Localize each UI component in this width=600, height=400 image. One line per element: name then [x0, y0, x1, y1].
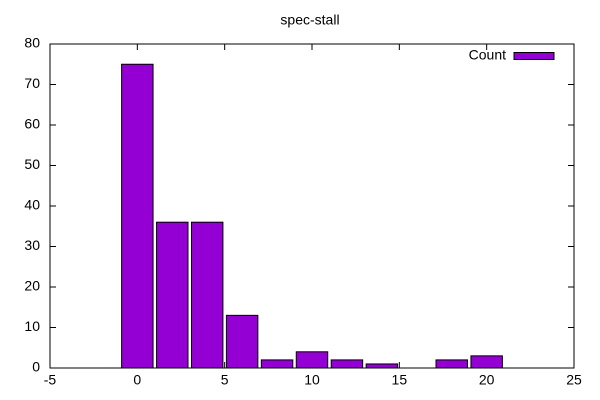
chart-title: spec-stall — [280, 12, 339, 28]
bar — [121, 63, 154, 369]
bar — [330, 359, 364, 369]
legend-label: Count — [469, 47, 506, 63]
bar — [190, 221, 224, 369]
x-tick-label: 0 — [133, 372, 141, 388]
x-tick-label: 20 — [479, 372, 495, 388]
y-tick-label: 10 — [24, 318, 40, 334]
x-tick-label: 10 — [304, 372, 320, 388]
bar — [225, 314, 259, 369]
y-tick-label: 70 — [24, 75, 40, 91]
bar — [156, 221, 189, 369]
bar — [365, 363, 399, 369]
x-tick-label: -5 — [44, 372, 57, 388]
x-tick-label: 5 — [221, 372, 229, 388]
y-tick-label: 60 — [24, 116, 40, 132]
y-tick-label: 30 — [24, 237, 40, 253]
y-tick-label: 50 — [24, 156, 40, 172]
y-tick-label: 80 — [24, 35, 40, 51]
y-tick-label: 40 — [24, 197, 40, 213]
bar — [435, 359, 468, 369]
x-tick-label: 25 — [566, 372, 582, 388]
bar — [260, 359, 294, 369]
x-tick-label: 15 — [392, 372, 408, 388]
bar — [470, 355, 503, 369]
y-tick-label: 20 — [24, 278, 40, 294]
y-tick-label: 0 — [32, 359, 40, 375]
bar — [295, 351, 329, 369]
legend-swatch — [513, 52, 555, 60]
plot-frame — [49, 43, 575, 369]
